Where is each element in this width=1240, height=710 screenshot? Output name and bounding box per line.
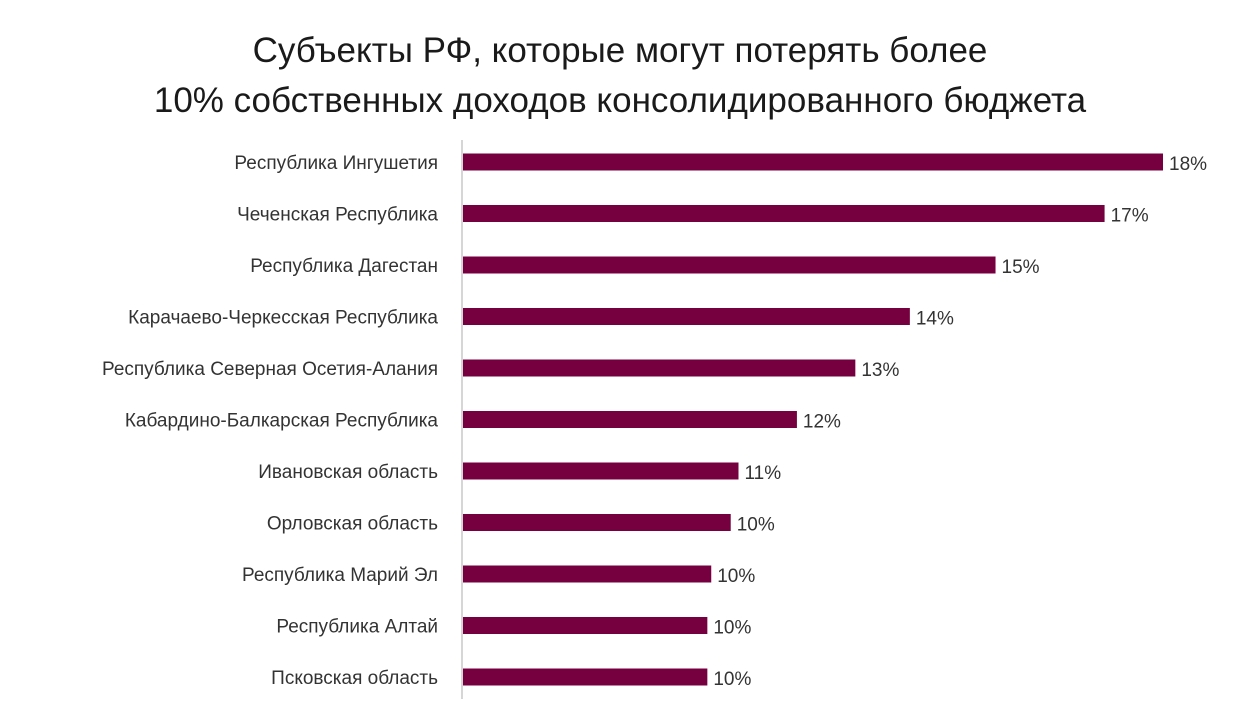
bar: [463, 256, 996, 274]
category-label: Карачаево-Черкесская Республика: [128, 308, 438, 329]
category-label: Республика Дагестан: [250, 256, 438, 277]
data-label: 11%: [745, 463, 782, 484]
bar: [463, 308, 910, 325]
bar: [463, 359, 856, 377]
bar: [463, 411, 797, 428]
data-label: 10%: [737, 515, 775, 536]
data-label: 12%: [803, 412, 841, 433]
bar: [463, 153, 1163, 171]
data-label: 10%: [713, 669, 751, 690]
data-label: 15%: [1002, 257, 1040, 278]
bar: [463, 668, 708, 686]
data-label: 10%: [717, 566, 755, 587]
category-label: Чеченская Республика: [237, 205, 438, 226]
chart-title: Субъекты РФ, которые могут потерять боле…: [0, 26, 1240, 126]
bar: [463, 205, 1105, 222]
data-label: 17%: [1111, 206, 1149, 227]
data-label: 13%: [861, 360, 899, 381]
bar: [463, 514, 731, 531]
data-label: 10%: [713, 618, 751, 639]
category-label: Республика Северная Осетия-Алания: [102, 359, 438, 380]
bar: [463, 617, 708, 634]
category-label: Орловская область: [267, 514, 438, 535]
category-label: Республика Ингушетия: [234, 153, 438, 174]
data-label: 14%: [916, 309, 954, 330]
bar: [463, 565, 712, 583]
data-label: 18%: [1169, 154, 1207, 175]
category-label: Республика Алтай: [276, 617, 438, 638]
bar: [463, 462, 739, 480]
chart-title-line-1: Субъекты РФ, которые могут потерять боле…: [252, 31, 988, 70]
category-label: Псковская область: [271, 668, 438, 689]
chart-title-line-2: 10% собственных доходов консолидированно…: [153, 81, 1087, 120]
category-label: Ивановская область: [258, 462, 438, 483]
category-label: Республика Марий Эл: [242, 565, 438, 586]
category-label: Кабардино-Балкарская Республика: [125, 411, 439, 432]
